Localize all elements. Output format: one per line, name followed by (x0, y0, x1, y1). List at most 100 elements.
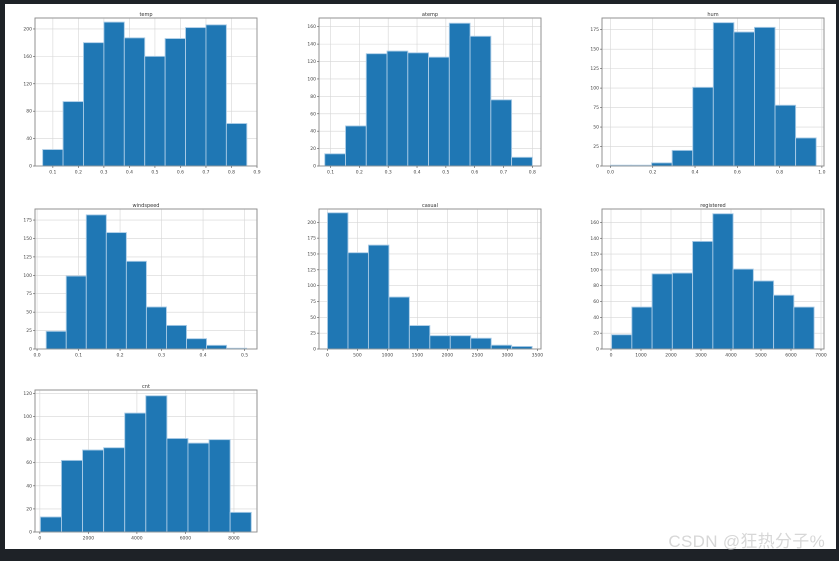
histogram-bar (103, 21, 125, 167)
histogram-bar (145, 395, 168, 533)
plot-border (34, 17, 258, 167)
histogram-bar (61, 459, 84, 533)
y-tick-label: 140 (307, 42, 316, 48)
histogram-svg: 0 1000 2000 3000 4000 5000 6000 7000 0 20 40 60 80 10… (590, 203, 826, 359)
x-tick-label: 0.8 (776, 170, 783, 176)
y-tick-label: 120 (23, 81, 32, 87)
histogram-bar (166, 438, 189, 533)
y-tick-label: 120 (590, 252, 599, 258)
x-tick-label: 6000 (785, 353, 797, 359)
y-tick-label: 50 (310, 315, 316, 321)
x-tick-label: 500 (353, 353, 362, 359)
histogram-bar (125, 260, 147, 350)
x-tick-label: 0.6 (734, 170, 741, 176)
histogram-bar (327, 212, 349, 350)
y-tick-label: 160 (23, 54, 32, 60)
x-tick-label: 5000 (755, 353, 767, 359)
y-tick-label: 0 (29, 347, 32, 353)
y-tick-label: 0 (29, 530, 32, 536)
y-tick-label: 0 (29, 164, 32, 170)
histogram-windspeed: 0.0 0.1 0.2 0.3 0.4 0.5 0 25 50 75 100 125 150 175 win… (19, 201, 261, 361)
histogram-bar (206, 344, 228, 350)
y-tick-label: 100 (307, 76, 316, 82)
x-tick-label: 1000 (382, 353, 394, 359)
histogram-title: casual (422, 203, 438, 209)
histogram-bar (367, 244, 390, 350)
histogram-temp: 0.1 0.2 0.3 0.4 0.5 0.6 0.7 0.8 0.9 0 40 80 120 160 20… (19, 10, 261, 178)
x-tick-label: 3000 (502, 353, 514, 359)
histogram-bar (511, 156, 533, 167)
x-tick-label: 0.3 (385, 170, 392, 176)
histogram-title: cnt (142, 384, 150, 390)
histogram-bar (448, 22, 471, 167)
y-tick-label: 25 (593, 144, 599, 150)
y-tick-label: 40 (593, 315, 599, 321)
y-tick-label: 150 (307, 251, 316, 257)
histogram-bar (324, 153, 346, 167)
histogram-bar (733, 31, 755, 167)
y-tick-label: 50 (26, 310, 32, 316)
x-tick-label: 8000 (228, 536, 240, 542)
y-tick-label: 75 (593, 105, 599, 111)
y-tick-label: 75 (310, 299, 316, 305)
y-tick-label: 40 (26, 483, 32, 489)
histogram-svg: 0.0 0.2 0.4 0.6 0.8 1.0 0 25 50 75 100 125 150 175 hum (590, 12, 825, 176)
histogram-bar (345, 125, 367, 167)
x-tick-label: 0.6 (471, 170, 478, 176)
histogram-bar (712, 213, 734, 350)
y-tick-label: 60 (593, 299, 599, 305)
x-tick-label: 0.4 (199, 353, 206, 359)
histogram-cnt: 0 2000 4000 6000 8000 0 20 40 60 80 100 120 cnt (19, 382, 261, 544)
histogram-bar (186, 338, 207, 350)
histogram-svg: 0.0 0.1 0.2 0.3 0.4 0.5 0 25 50 75 100 125 150 175 win… (23, 203, 258, 359)
histogram-title: atemp (422, 12, 438, 18)
plot-border (601, 208, 825, 350)
histogram-bar (651, 162, 673, 167)
y-tick-label: 175 (590, 27, 599, 33)
y-tick-label: 25 (310, 331, 316, 337)
histogram-bar (692, 240, 714, 350)
x-tick-label: 0.4 (691, 170, 698, 176)
histogram-bar (795, 137, 817, 167)
plot-border (318, 17, 542, 167)
x-tick-label: 0.4 (413, 170, 420, 176)
x-tick-label: 1500 (412, 353, 424, 359)
y-tick-label: 125 (23, 254, 32, 260)
histogram-bar (692, 86, 714, 167)
x-tick-label: 0.0 (33, 353, 40, 359)
x-tick-label: 0 (326, 353, 329, 359)
histogram-bar (631, 306, 653, 350)
y-tick-label: 100 (590, 86, 599, 92)
y-tick-label: 80 (26, 437, 32, 443)
y-tick-label: 20 (593, 331, 599, 337)
x-tick-label: 2000 (83, 536, 95, 542)
x-tick-label: 0.3 (158, 353, 165, 359)
x-tick-label: 3500 (532, 353, 544, 359)
histogram-bar (347, 252, 369, 350)
watermark: CSDN @狂热分子% (668, 532, 825, 551)
histogram-bar (124, 412, 147, 533)
histogram-bar (82, 449, 105, 533)
x-tick-label: 2000 (442, 353, 454, 359)
histogram-bar (39, 516, 62, 533)
histogram-bar (83, 42, 105, 167)
histogram-title: hum (707, 12, 718, 18)
y-tick-label: 80 (593, 283, 599, 289)
histogram-bar (208, 439, 231, 533)
x-tick-label: 0.9 (253, 170, 260, 176)
histogram-atemp: 0.1 0.2 0.3 0.4 0.5 0.6 0.7 0.8 0 20 40 60 80 100 120 1… (303, 10, 545, 178)
plot-border (34, 208, 258, 350)
histogram-bar (164, 38, 187, 167)
x-tick-label: 1.0 (818, 170, 825, 176)
histogram-bar (469, 35, 492, 167)
histogram-svg: 0 500 1000 1500 2000 2500 3000 3500 0 25 50 75 100 12… (307, 203, 544, 359)
x-tick-label: 0.6 (177, 170, 184, 176)
x-tick-label: 0 (610, 353, 613, 359)
y-tick-label: 175 (23, 218, 32, 224)
histogram-bar (187, 442, 210, 533)
y-tick-label: 150 (590, 47, 599, 53)
histogram-bar (752, 280, 775, 350)
y-tick-label: 80 (26, 109, 32, 115)
histogram-bar (470, 337, 492, 350)
x-tick-label: 2000 (665, 353, 677, 359)
